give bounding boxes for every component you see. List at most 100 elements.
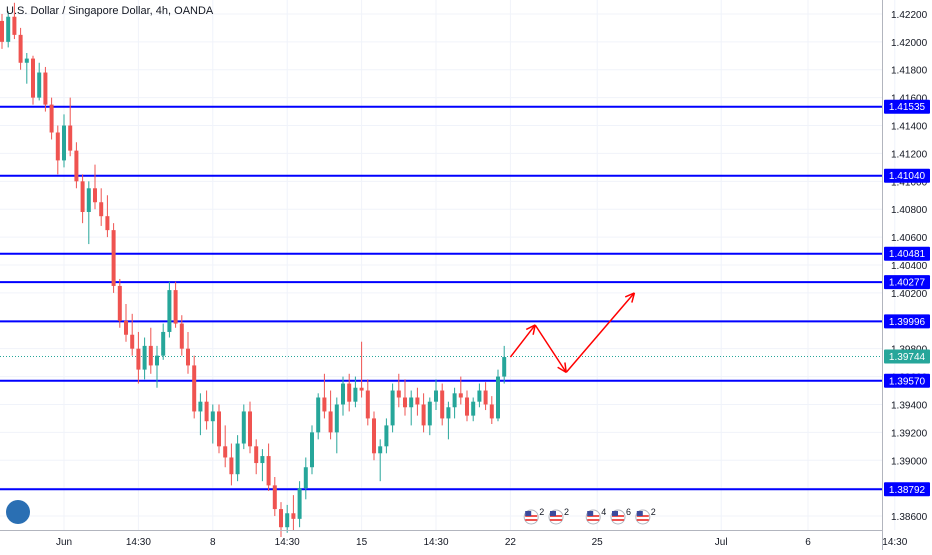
candle-body bbox=[130, 334, 135, 349]
candle-body bbox=[458, 393, 463, 398]
level-price-tag bbox=[884, 99, 930, 114]
candle-body bbox=[49, 104, 54, 133]
candle-body bbox=[24, 58, 29, 63]
projection-arrowhead bbox=[532, 324, 536, 335]
candle-body bbox=[161, 331, 166, 356]
event-count-label: 2 bbox=[564, 507, 569, 517]
candle-body bbox=[62, 125, 66, 161]
candle-body bbox=[12, 16, 17, 35]
candle-body bbox=[198, 401, 203, 412]
candle-body bbox=[68, 125, 73, 151]
candle-body bbox=[260, 456, 265, 464]
x-tick-label: 14:30 bbox=[423, 537, 448, 548]
candle-body bbox=[93, 188, 97, 203]
level-price-label: 1.41040 bbox=[889, 171, 926, 182]
candle-body bbox=[279, 509, 283, 528]
candle-body bbox=[248, 411, 252, 447]
candle-body bbox=[99, 202, 104, 217]
y-tick-label: 1.40400 bbox=[891, 261, 928, 272]
candle-layer bbox=[0, 2, 507, 537]
candle-body bbox=[396, 390, 401, 398]
candle-body bbox=[55, 132, 60, 161]
y-tick-label: 1.41000 bbox=[891, 177, 928, 188]
level-price-label: 1.38792 bbox=[889, 485, 926, 496]
candle-body bbox=[465, 397, 469, 416]
y-tick-label: 1.41200 bbox=[891, 149, 928, 160]
candle-body bbox=[489, 404, 494, 419]
event-layer: 2 2 4 6 2 bbox=[523, 507, 656, 525]
event-count-label: 6 bbox=[626, 507, 631, 517]
candle-body bbox=[328, 411, 333, 433]
y-tick-label: 1.42200 bbox=[891, 10, 928, 21]
candle-body bbox=[353, 387, 358, 402]
event-flag-canton bbox=[525, 511, 532, 516]
candle-body bbox=[179, 323, 184, 349]
candle-body bbox=[483, 390, 488, 405]
event-flag-canton bbox=[550, 511, 556, 516]
candle-body bbox=[266, 456, 271, 486]
x-tick-label: 8 bbox=[210, 537, 216, 548]
candle-body bbox=[359, 387, 364, 391]
candle-body bbox=[254, 446, 259, 464]
level-layer bbox=[0, 105, 882, 491]
candle-body bbox=[316, 397, 321, 433]
projection-segment bbox=[565, 292, 635, 373]
event-flag-canton bbox=[612, 511, 618, 516]
projection-arrowhead bbox=[624, 292, 635, 298]
candle-body bbox=[136, 348, 141, 370]
candle-body bbox=[0, 20, 4, 42]
candle-body bbox=[291, 513, 296, 519]
current-price-label: 1.39744 bbox=[889, 352, 926, 363]
candle-body bbox=[74, 150, 79, 182]
candle-body bbox=[241, 411, 246, 444]
x-tick-label: 22 bbox=[505, 537, 517, 548]
event-flag-stripe bbox=[636, 519, 649, 521]
event-count-label: 2 bbox=[539, 507, 544, 517]
candle-body bbox=[334, 404, 339, 433]
x-tick-label: 14:30 bbox=[882, 537, 907, 548]
candle-body bbox=[285, 513, 290, 528]
candle-body bbox=[310, 432, 314, 468]
candle-body bbox=[148, 345, 153, 366]
level-price-tag bbox=[884, 246, 930, 261]
y-tick-label: 1.39400 bbox=[891, 400, 928, 411]
candle-body bbox=[446, 407, 451, 419]
x-tick-label: 6 bbox=[805, 537, 811, 548]
tradingview-logo-icon[interactable] bbox=[6, 500, 30, 524]
level-price-label: 1.39996 bbox=[889, 317, 926, 328]
event-count-label: 4 bbox=[601, 507, 606, 517]
candle-body bbox=[86, 188, 91, 212]
candle-body bbox=[434, 390, 438, 402]
y-tick-label: 1.41800 bbox=[891, 66, 928, 77]
x-tick-label: 14:30 bbox=[126, 537, 151, 548]
candle-body bbox=[272, 485, 277, 510]
level-price-tag bbox=[884, 314, 930, 329]
level-price-label: 1.40481 bbox=[889, 249, 926, 260]
current-price-tag bbox=[884, 349, 930, 364]
x-tick-label: Jun bbox=[56, 537, 72, 548]
event-flag-stripe bbox=[587, 519, 600, 521]
candle-body bbox=[18, 34, 23, 63]
level-price-tag bbox=[884, 373, 930, 388]
projection-layer bbox=[509, 292, 636, 374]
candle-body bbox=[111, 230, 116, 286]
projection-arrowhead bbox=[564, 362, 567, 373]
candle-body bbox=[372, 418, 376, 454]
candle-body bbox=[173, 290, 178, 324]
candle-body bbox=[223, 446, 228, 458]
y-tick-label: 1.42000 bbox=[891, 38, 928, 49]
candle-body bbox=[37, 72, 42, 98]
candle-body bbox=[341, 383, 345, 405]
level-price-label: 1.41535 bbox=[889, 102, 926, 113]
candle-body bbox=[186, 348, 190, 366]
candle-body bbox=[297, 488, 302, 519]
y-tick-label: 1.38600 bbox=[891, 512, 928, 523]
event-flag-stripe bbox=[612, 519, 624, 521]
candle-body bbox=[6, 16, 11, 42]
level-price-tag bbox=[884, 482, 930, 497]
y-tick-label: 1.40200 bbox=[891, 289, 928, 300]
candle-body bbox=[204, 401, 209, 422]
level-price-tag bbox=[884, 275, 930, 290]
